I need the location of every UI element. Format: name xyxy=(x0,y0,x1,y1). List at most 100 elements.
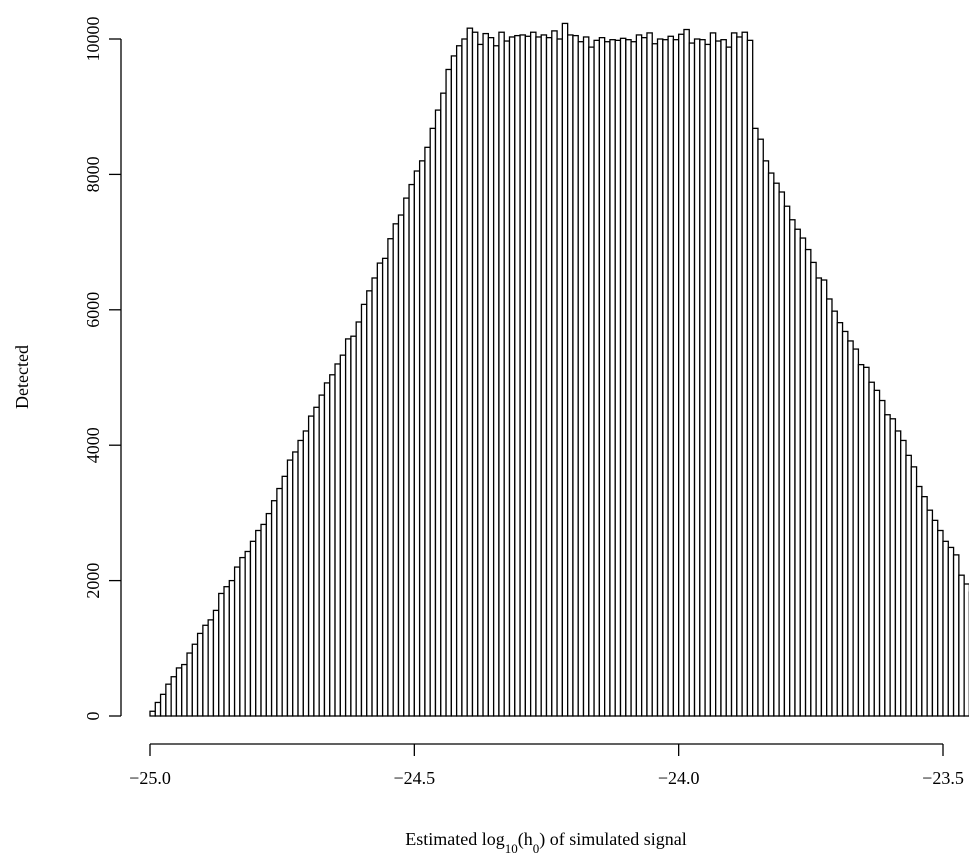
histogram-bar xyxy=(931,519,939,717)
histogram-bar xyxy=(212,609,220,717)
histogram-bar xyxy=(244,550,252,717)
histogram-bar xyxy=(434,109,442,717)
histogram-bar xyxy=(841,330,849,717)
histogram-bar xyxy=(461,38,468,717)
histogram-bar xyxy=(260,523,267,717)
histogram-bar xyxy=(921,495,928,717)
histogram-bar xyxy=(741,31,749,717)
histogram-bar xyxy=(604,41,611,717)
histogram-bar xyxy=(577,41,585,717)
histogram-bar xyxy=(175,667,183,717)
x-tick-label: −24.5 xyxy=(394,768,436,788)
histogram-bar xyxy=(228,579,236,717)
histogram-bar xyxy=(207,619,215,717)
histogram-bar xyxy=(165,683,172,717)
histogram-bar xyxy=(963,583,969,717)
y-tick-label: 10000 xyxy=(83,17,103,62)
histogram-bar xyxy=(561,22,569,717)
histogram-bar xyxy=(196,632,204,717)
y-tick-label: 8000 xyxy=(83,156,103,192)
histogram-bar xyxy=(868,381,875,717)
histogram-bar xyxy=(567,34,574,717)
histogram-bar xyxy=(223,586,230,717)
histogram-bar xyxy=(572,34,579,717)
histogram-bar xyxy=(477,43,484,717)
histogram-bar xyxy=(413,170,421,717)
histogram-bar xyxy=(847,340,854,717)
histogram-bar xyxy=(149,710,156,717)
histogram-bar xyxy=(292,451,299,717)
histogram-bar xyxy=(286,459,294,717)
histogram-bar xyxy=(614,39,622,717)
histogram-bar xyxy=(662,39,669,717)
histogram-bar xyxy=(810,261,817,717)
histogram-bar xyxy=(952,554,960,717)
histogram-bar xyxy=(699,39,706,717)
histogram-bar xyxy=(249,540,257,717)
histogram-bar xyxy=(255,529,262,717)
histogram-bar xyxy=(947,546,955,717)
histogram-bar xyxy=(836,322,844,717)
histogram-bar xyxy=(318,394,326,717)
histogram-bar xyxy=(218,592,225,717)
histogram-bar xyxy=(619,37,627,717)
histogram-bar xyxy=(186,652,193,717)
histogram-bar xyxy=(937,529,944,717)
histogram-bar xyxy=(767,172,775,717)
histogram-bar xyxy=(683,28,690,717)
histogram-bar xyxy=(958,574,965,717)
histogram-bar xyxy=(519,34,527,717)
histogram-bar xyxy=(804,248,812,717)
x-tick-label: −24.0 xyxy=(658,768,700,788)
histogram-bar xyxy=(915,485,923,717)
histogram-bar xyxy=(455,45,463,717)
x-axis-title-sub2: 0 xyxy=(533,841,540,855)
histogram-bar xyxy=(376,262,384,717)
histogram-bar xyxy=(773,182,780,717)
histogram-bar xyxy=(545,37,553,717)
histogram-bar xyxy=(678,33,685,717)
y-tick-label: 0 xyxy=(83,712,103,721)
histogram-bar xyxy=(270,500,278,717)
histogram-bar xyxy=(905,454,912,717)
histogram-bar xyxy=(366,290,373,717)
histogram-bar xyxy=(307,415,315,717)
histogram-bar xyxy=(202,624,209,717)
histogram-bar xyxy=(424,146,431,717)
histogram-bar xyxy=(736,36,743,717)
histogram-bar xyxy=(498,31,505,717)
histogram-bar xyxy=(159,693,167,717)
histogram-bar xyxy=(609,39,616,717)
histogram-bar xyxy=(789,219,796,717)
histogram-bar xyxy=(910,466,918,717)
histogram-bar xyxy=(381,257,389,717)
histogram-bar xyxy=(863,366,870,717)
histogram-bar xyxy=(593,39,601,717)
histogram-bar xyxy=(757,138,764,717)
histogram-bar xyxy=(265,512,273,717)
histogram-bar xyxy=(667,35,675,717)
histogram-bar xyxy=(598,37,606,717)
histogram-bar xyxy=(641,37,648,717)
histogram-bar xyxy=(350,335,357,717)
histogram-bar xyxy=(339,354,347,717)
histogram-bar xyxy=(418,160,426,717)
histogram-bar xyxy=(720,39,727,717)
histogram-bar xyxy=(625,39,632,717)
histogram-bar xyxy=(873,389,881,717)
y-tick-label: 6000 xyxy=(83,292,103,328)
histogram-bar xyxy=(551,30,558,717)
histogram-bar xyxy=(334,363,341,717)
histogram-bar xyxy=(894,430,902,717)
histogram-bar xyxy=(672,39,680,717)
histogram-bar xyxy=(503,40,511,717)
histogram-bar xyxy=(646,32,653,717)
x-axis-title-mid: (h xyxy=(518,829,533,850)
histogram-bar xyxy=(170,676,178,717)
histogram-bar xyxy=(857,363,865,717)
histogram-bar xyxy=(693,38,701,717)
histogram-bar xyxy=(387,238,394,717)
histogram-bar xyxy=(831,310,838,717)
histogram-bar xyxy=(281,475,289,717)
histogram-bar xyxy=(445,68,452,717)
